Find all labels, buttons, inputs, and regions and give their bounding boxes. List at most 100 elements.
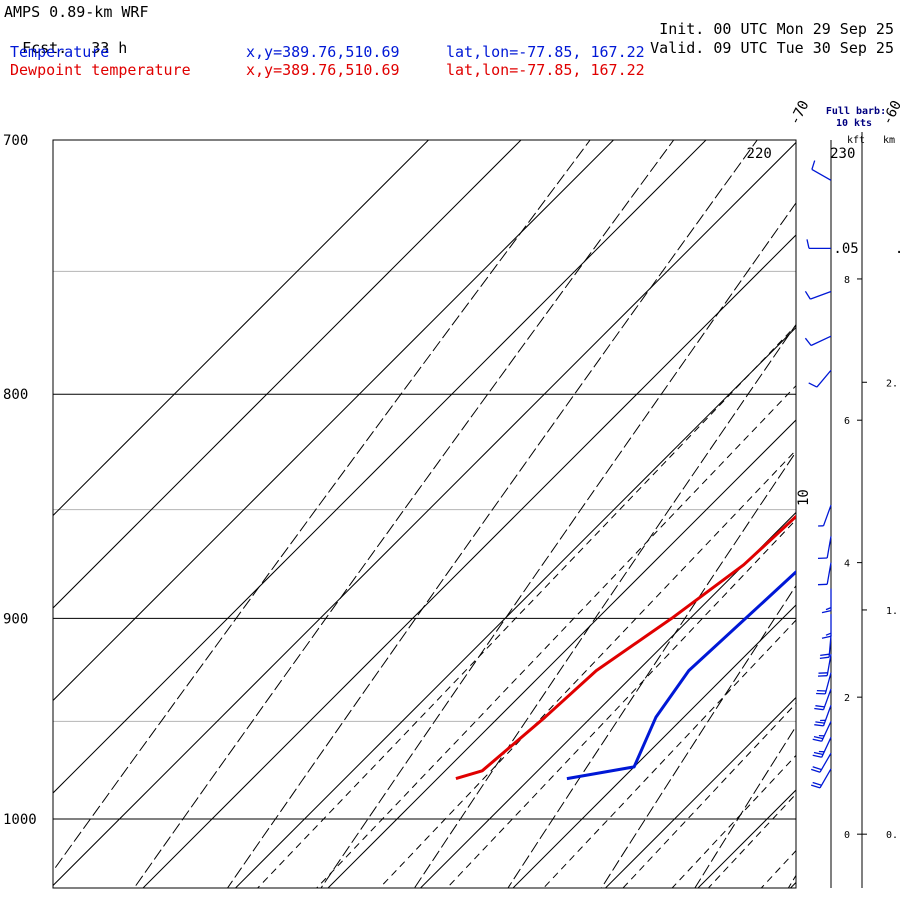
minor-isobars	[53, 270, 796, 722]
forecast-value: 33 h	[91, 39, 128, 57]
isotherm--10	[604, 696, 796, 888]
dry-adiabat-230	[320, 202, 796, 888]
km-label: km	[883, 135, 895, 146]
legend-temperature-xy: x,y=389.76,510.69	[246, 43, 400, 61]
wind-barb-13	[814, 688, 832, 711]
dry-adiabats	[53, 140, 796, 888]
wind-barb-15	[812, 721, 832, 742]
legend-dewpoint-xy: x,y=389.76,510.69	[246, 61, 400, 79]
wind-barb-full-feather	[815, 721, 825, 724]
valid-time: Valid. 09 UTC Tue 30 Sep 25	[632, 23, 894, 57]
isotherm--60	[142, 234, 796, 888]
wind-barb-full-feather	[812, 738, 822, 742]
wind-barb-8	[821, 588, 832, 614]
wind-barb-14	[814, 705, 832, 727]
isotherm--80	[53, 140, 707, 794]
wind-barb-staff	[810, 335, 832, 347]
wind-barb-9	[821, 614, 832, 639]
isotherm--90	[53, 140, 614, 702]
wind-barb-full-feather	[821, 609, 832, 614]
sounding-profiles	[455, 514, 796, 781]
wind-barb-full-feather	[819, 656, 830, 660]
wind-barb-staff	[826, 653, 832, 676]
wind-barb-2	[804, 290, 832, 300]
dewpoint-profile	[455, 514, 796, 781]
model-title: AMPS 0.89-km WRF	[4, 3, 149, 21]
mixing-ratio-line-0.4	[446, 519, 796, 888]
isotherm--40	[327, 419, 796, 888]
legend-dewpoint-latlon: lat,lon=-77.85, 167.22	[446, 61, 645, 79]
legend-dewpoint-label: Dewpoint temperature	[10, 61, 191, 79]
wind-barb-full-feather	[811, 784, 821, 789]
isotherm--20	[512, 604, 796, 888]
km-tick-label-2.: 2.	[886, 378, 898, 389]
wind-barb-17	[811, 752, 832, 773]
barb-scale-label: 10	[796, 489, 812, 506]
temperature-profile	[566, 569, 796, 781]
wind-barb-full-feather	[808, 382, 818, 388]
pressure-label-1000: 1000	[3, 812, 37, 828]
wind-barb-full-feather	[804, 290, 811, 300]
wind-barb-6	[817, 536, 832, 560]
wind-barb-full-feather	[812, 754, 822, 758]
wind-barb-staff	[816, 369, 832, 388]
barb-legend-line2: 10 kts	[836, 118, 872, 129]
wind-barb-half-feather	[825, 606, 832, 611]
wind-barb-full-feather	[812, 781, 822, 786]
wind-barb-4	[808, 369, 832, 388]
valid-label: Valid.	[650, 39, 705, 57]
mixing-ratio-line-0.2	[378, 449, 796, 888]
mixing-ratio-line-0.05	[256, 324, 796, 888]
mixing-ratio-label-.1: .1	[895, 241, 900, 257]
mixing-ratio-line-0.1	[315, 384, 796, 888]
mixing-ratio-line-4	[707, 793, 796, 888]
init-label: Init.	[659, 20, 705, 38]
dry-adiabat-200	[53, 140, 591, 872]
temp-tick-label--70: -70	[787, 98, 813, 128]
init-value: 00 UTC Mon 29 Sep 25	[713, 20, 894, 38]
wind-barb-10	[819, 635, 832, 660]
wind-barb-full-feather	[814, 724, 824, 727]
wind-barb-full-feather	[811, 768, 821, 773]
pressure-label-800: 800	[3, 387, 28, 403]
wind-barb-staff	[828, 635, 832, 658]
wind-barb-0	[811, 160, 832, 181]
theta-label-220: 220	[747, 146, 772, 162]
wind-barb-16	[812, 737, 832, 758]
kft-tick-label-2: 2	[844, 693, 850, 704]
mixing-ratio-lines	[256, 324, 796, 888]
forecast-label-text: Fcst.	[22, 39, 68, 57]
km-tick-label-1.: 1.	[886, 606, 898, 617]
wind-barb-staff	[810, 290, 832, 300]
wind-barb-18	[811, 768, 832, 789]
wind-barb-5	[818, 504, 832, 527]
kft-label: kft	[847, 135, 865, 146]
mixing-ratio-label-.05: .05	[833, 241, 858, 257]
dry-adiabat-260	[600, 584, 796, 888]
isotherm--100	[53, 140, 522, 609]
wind-barb-full-feather	[804, 337, 812, 346]
legend-temperature-label: Temperature	[10, 43, 110, 61]
wind-barb-staff	[819, 768, 832, 789]
wind-barb-staff	[826, 536, 832, 559]
dry-adiabat-240	[413, 323, 796, 888]
wind-barb-full-feather	[815, 705, 825, 708]
wind-barb-half-feather	[825, 632, 832, 636]
wind-barb-3	[804, 335, 832, 347]
forecast-label: Fcst. 33 h	[4, 23, 127, 57]
wind-barb-staff	[822, 504, 832, 527]
wind-barb-full-feather	[813, 735, 824, 740]
theta-label-230: 230	[830, 146, 855, 162]
wind-barb-12	[816, 672, 832, 695]
pressure-label-900: 900	[3, 611, 28, 627]
wind-barb-7	[817, 562, 832, 586]
wind-barb-staff	[826, 562, 832, 585]
kft-tick-label-4: 4	[844, 559, 850, 570]
height-scale: kft km 8 6 4 2 0 2. 1. 0.	[844, 132, 898, 888]
wind-barb-staff	[819, 752, 832, 773]
wind-barb-full-feather	[821, 635, 832, 639]
wind-barb-staff	[824, 672, 832, 695]
dry-adiabat-270	[694, 725, 796, 888]
isotherm-20	[859, 140, 900, 900]
